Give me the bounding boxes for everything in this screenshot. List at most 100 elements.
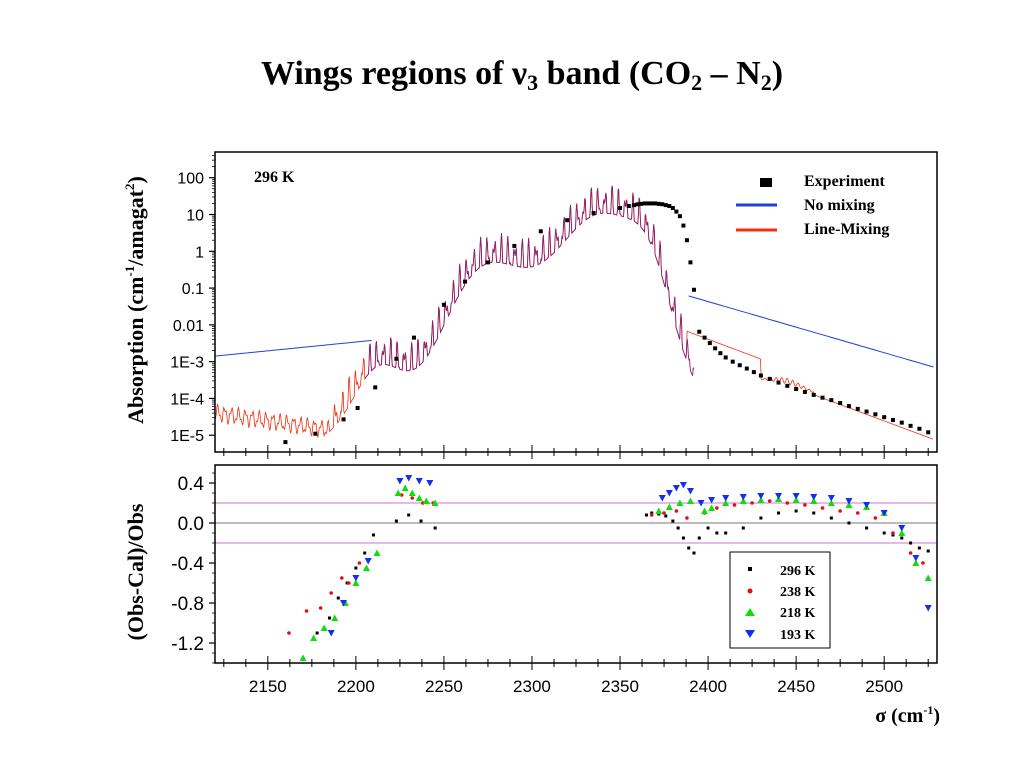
title-sub2a: 2 (691, 70, 702, 95)
residual-point-296k (419, 519, 423, 523)
residual-point-296k (336, 596, 340, 600)
experiment-point (667, 204, 672, 209)
residual-point-238k (304, 609, 309, 613)
experiment-point (776, 380, 781, 385)
experiment-point (811, 392, 816, 397)
experiment-point (873, 412, 878, 417)
legend-label-296k: 296 K (780, 564, 816, 579)
residual-point-238k (662, 511, 666, 515)
residual-point-296k (676, 526, 680, 530)
residual-point-296k (327, 616, 331, 620)
bottom-y-tick-label: -0.4 (171, 554, 204, 575)
title-dash: – N (702, 55, 761, 92)
residual-point-193k (405, 475, 413, 482)
legend-marker-193k (745, 630, 755, 638)
experiment-point (681, 223, 686, 228)
residual-point-193k (912, 555, 920, 562)
experiment-point (802, 389, 807, 394)
experiment-point (649, 201, 654, 206)
experiment-point (737, 363, 742, 368)
experiment-point (618, 206, 623, 211)
residual-point-296k (671, 519, 675, 523)
residual-point-296k (829, 516, 833, 520)
residual-point-218k (665, 503, 673, 510)
top-ylabel-close: ) (123, 176, 148, 183)
experiment-point (723, 355, 728, 360)
residual-point-296k (315, 631, 319, 635)
bottom-y-tick-label: -0.8 (171, 594, 204, 615)
residual-point-238k (357, 561, 362, 565)
experiment-point (702, 335, 707, 340)
experiment-point (707, 341, 712, 346)
experiment-point (677, 214, 682, 219)
top-y-tick-label: 1E-4 (170, 391, 204, 408)
experiment-point (820, 395, 825, 400)
residual-point-238k (820, 506, 825, 510)
residual-point-193k (686, 488, 694, 495)
residual-point-296k (433, 526, 437, 530)
experiment-point (908, 423, 913, 428)
residual-point-296k (847, 521, 851, 525)
residual-point-296k (794, 509, 798, 513)
experiment-point (730, 359, 735, 364)
x-tick-label: 2350 (601, 677, 639, 696)
residual-point-193k (722, 495, 730, 502)
experiment-point (713, 346, 718, 351)
residual-point-238k (891, 531, 895, 535)
residual-point-238k (873, 516, 878, 520)
residual-point-193k (863, 502, 871, 509)
experiment-point (670, 206, 675, 211)
top-markers (283, 201, 931, 445)
title-band: band (CO (538, 55, 691, 92)
experiment-point (626, 204, 631, 209)
experiment-point (373, 385, 378, 390)
residual-point-296k (363, 551, 367, 555)
experiment-point (829, 398, 834, 403)
bottom-reference-lines (215, 502, 937, 544)
residual-point-238k (339, 576, 344, 580)
legend-label-238k: 238 K (780, 585, 816, 600)
residual-point-218k (924, 574, 932, 581)
legend-label-line-mixing: Line-Mixing (804, 221, 889, 238)
legend-label-no-mixing: No mixing (804, 197, 875, 214)
residual-point-296k (697, 536, 701, 540)
experiment-point (744, 366, 749, 371)
residual-point-238k (715, 506, 719, 510)
top-y-ticks: 1E-5 1E-4 1E-3 0.01 0.1 1 10 100 (170, 155, 215, 445)
top-y-tick-label: 1 (195, 244, 204, 261)
experiment-point (846, 404, 851, 409)
x-tick-label: 2200 (337, 677, 375, 696)
residual-point-218k (408, 489, 416, 496)
bottom-y-tick-label: -1.2 (171, 634, 204, 655)
residual-point-193k (665, 490, 673, 497)
residual-point-238k (750, 501, 754, 505)
top-y-axis-label: Absorption (cm-1/amagat2) (122, 176, 148, 424)
residual-point-218k (686, 497, 694, 504)
xlabel-close: ) (933, 705, 940, 727)
experiment-point (463, 279, 468, 284)
residual-point-193k (672, 485, 680, 492)
residual-point-193k (775, 493, 783, 500)
legend-label-218k: 218 K (780, 606, 816, 621)
residual-point-238k (329, 591, 334, 595)
residual-point-218k (739, 497, 747, 504)
residual-point-296k (644, 513, 648, 517)
residual-point-193k (827, 495, 835, 502)
experiment-point (341, 417, 346, 422)
residual-point-296k (777, 511, 781, 515)
x-tick-label: 2400 (689, 677, 727, 696)
bottom-legend-box (729, 551, 831, 649)
residual-point-218k (331, 614, 339, 621)
x-tick-label: 2450 (777, 677, 815, 696)
top-y-tick-label: 0.01 (173, 318, 204, 335)
bottom-x-axis-label: σ (cm-1) (875, 703, 940, 727)
legend-marker-238k (747, 588, 753, 594)
top-legend: Experiment No mixing Line-Mixing (736, 173, 889, 238)
residual-point-193k (327, 630, 335, 637)
residual-point-296k (891, 533, 895, 537)
residual-point-218k (722, 499, 730, 506)
bottom-y-axis-label: (Obs-Cal)/Obs (123, 503, 148, 640)
residual-point-296k (741, 526, 745, 530)
top-ylabel-sup1: -1 (122, 266, 137, 277)
